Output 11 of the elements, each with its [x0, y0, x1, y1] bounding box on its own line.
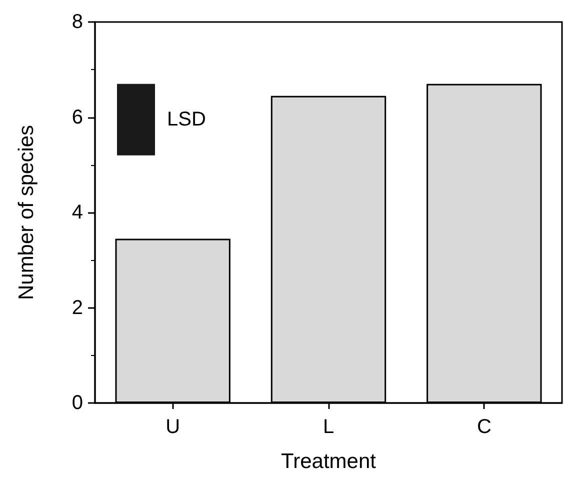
x-tick-label: C: [476, 416, 492, 438]
y-tick-label: 8: [72, 11, 83, 33]
x-axis-title: Treatment: [281, 450, 376, 473]
band-label: LSD: [167, 108, 206, 131]
y-axis-title: Number of species: [15, 124, 38, 300]
y-tick-label: 4: [72, 202, 83, 224]
y-tick-label: 6: [72, 106, 83, 128]
x-tick-label: L: [322, 416, 334, 438]
y-tick-label: 2: [72, 296, 83, 319]
y-tick-label: 0: [72, 392, 83, 414]
x-tick-label: U: [166, 416, 180, 438]
